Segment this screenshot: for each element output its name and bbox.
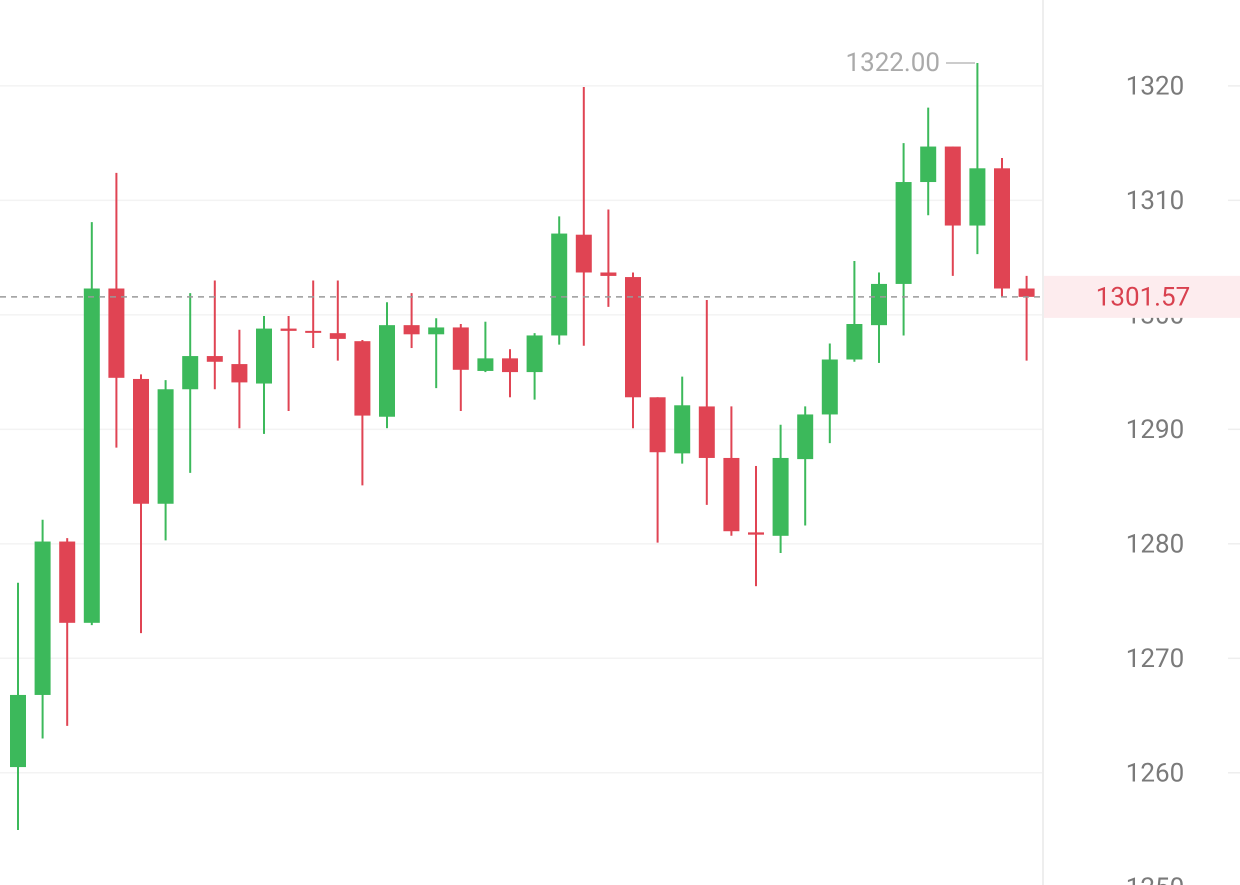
candle-body [428,327,445,335]
candle-body [206,356,223,362]
y-axis: 12501260127012801290130013101320 [1126,72,1184,885]
candle-body [871,283,887,326]
candle-body [59,541,76,623]
candle-body [133,378,149,504]
candle-body [108,288,125,378]
candle-body [772,457,789,536]
y-tick-label: 1270 [1126,644,1184,674]
candle-body [944,146,961,226]
candle-body [723,457,740,532]
candle-body [34,541,51,695]
candle-body [477,358,494,371]
overlay: 1322.00 1301.57 [0,48,1240,318]
candle-body [575,234,592,273]
candle-body [305,330,322,333]
candle-body [452,327,469,370]
candle-body [83,288,100,623]
candle-body [600,272,617,276]
y-tick-label: 1280 [1126,530,1184,560]
candle-body [403,325,420,335]
candle-body [821,359,838,415]
current-price-label: 1301.57 [1096,283,1191,313]
current-price-box [1044,275,1240,318]
candle-body [920,146,937,183]
candle-body [502,358,518,373]
grid [0,85,1240,774]
candle-body [354,341,371,416]
candle-body [329,333,346,339]
y-tick-label: 1290 [1126,415,1184,445]
y-tick-label: 1310 [1126,186,1184,216]
candle-body [698,406,715,458]
candle-body [157,389,174,504]
candle-body [649,397,666,453]
max-label: 1322.00 [845,48,940,78]
y-tick-label: 1320 [1126,72,1184,102]
candle-body [280,328,297,331]
candles [10,62,1035,831]
y-tick-label: 1260 [1126,759,1184,789]
candle-body [994,168,1010,289]
candle-body [797,414,814,460]
candle-body [1018,288,1035,297]
candle-body [256,328,272,384]
candle-body [674,405,691,454]
candle-body [182,356,199,390]
candle-body [10,694,26,768]
candle-body [846,324,863,360]
candle-body [625,277,641,398]
candle-body [895,182,912,284]
y-tick-label: 1250 [1126,873,1184,885]
candle-body [969,168,986,226]
candle-body [526,335,543,373]
candle-body [231,364,248,383]
candle-body [551,233,568,336]
candle-body [379,325,395,417]
candle-body [748,532,764,535]
